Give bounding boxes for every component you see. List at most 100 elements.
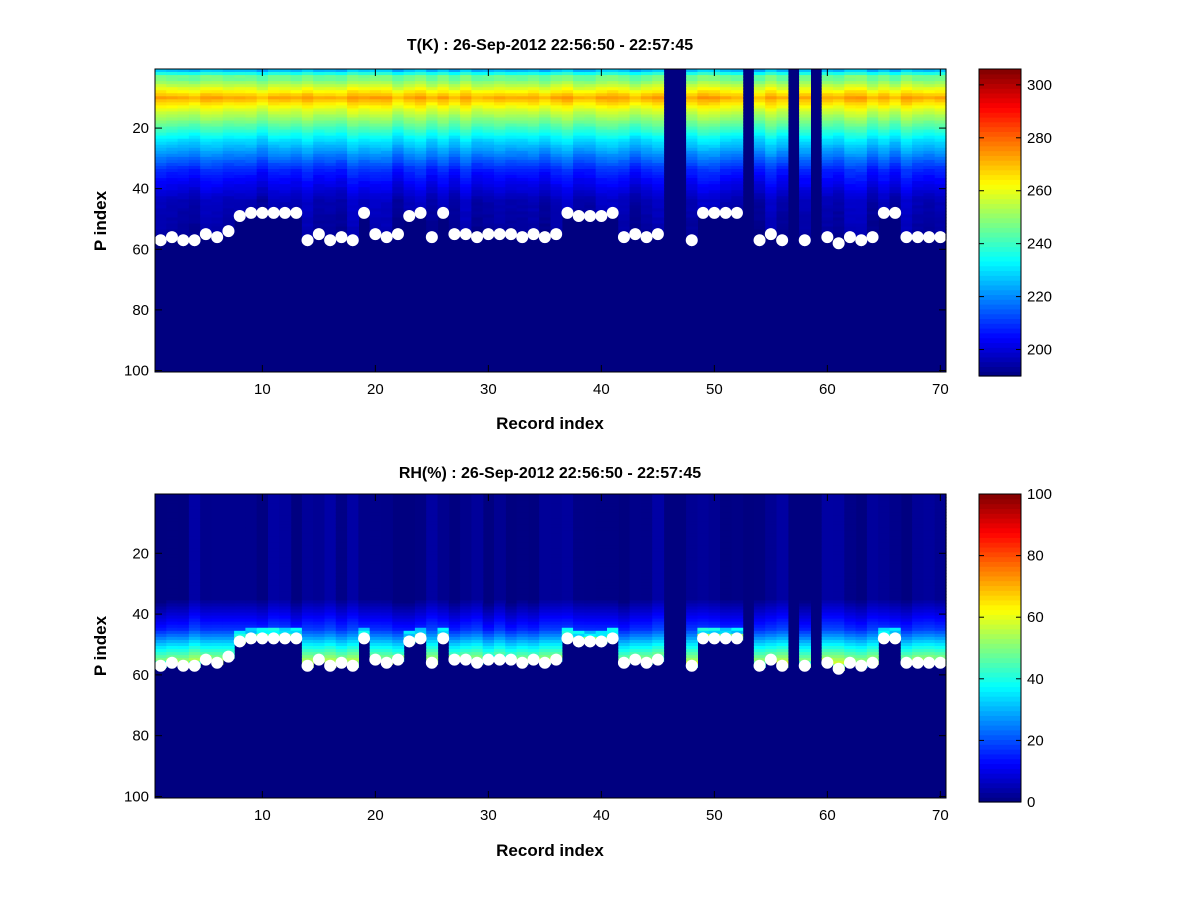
humidity-cell [200, 542, 213, 547]
temperature-cell [381, 147, 393, 152]
temperature-cell [494, 162, 506, 167]
humidity-cell [381, 603, 393, 608]
humidity-cell [448, 646, 461, 650]
temperature-cell [155, 211, 167, 216]
temperature-surface-marker [154, 234, 167, 247]
humidity-cell [347, 512, 359, 516]
humidity-cell [347, 521, 359, 525]
temperature-cell [166, 141, 179, 146]
humidity-cell [166, 497, 179, 501]
temperature-cell [720, 117, 732, 122]
temperature-cell [573, 96, 585, 100]
temperature-cell [765, 175, 778, 179]
temperature-cell [448, 172, 461, 176]
temperature-cell [866, 72, 879, 76]
temperature-cell [686, 126, 698, 131]
temperature-cell [414, 117, 427, 122]
temperature-cell [347, 193, 359, 197]
temperature-cell [166, 150, 179, 155]
humidity-cell [369, 591, 382, 595]
temperature-cell [234, 165, 246, 170]
humidity-cell [222, 585, 235, 589]
temperature-cell [776, 105, 789, 109]
humidity-cell [188, 646, 201, 650]
humidity-cell [290, 600, 303, 605]
humidity-cell [347, 649, 359, 653]
temperature-cell [776, 102, 789, 106]
temperature-cell [753, 205, 766, 209]
temperature-cell [720, 81, 732, 85]
humidity-cell [301, 506, 314, 510]
humidity-cell [381, 570, 393, 574]
temperature-cell [833, 117, 845, 122]
temperature-cell [516, 159, 529, 164]
temperature-cell [324, 78, 337, 82]
humidity-cell [200, 582, 213, 586]
temperature-cell [494, 84, 506, 88]
humidity-cell [222, 560, 235, 565]
temperature-cell [448, 196, 461, 200]
humidity-cell [166, 566, 179, 571]
temperature-cell [279, 135, 292, 140]
temperature-cell [753, 190, 766, 194]
temperature-cell [392, 72, 405, 76]
temperature-cell [889, 120, 902, 125]
temperature-colorbar-segment [979, 260, 1021, 267]
temperature-cell [426, 199, 439, 203]
temperature-cell [640, 159, 653, 164]
temperature-cell [494, 75, 506, 79]
humidity-cell [166, 554, 179, 559]
humidity-cell [155, 642, 167, 647]
humidity-cell [426, 566, 439, 571]
temperature-cell [279, 84, 292, 88]
temperature-cell [765, 165, 778, 170]
humidity-cell [177, 646, 190, 650]
temperature-cell [776, 184, 789, 188]
temperature-cell [878, 102, 891, 106]
humidity-cell [211, 542, 224, 547]
temperature-cell [290, 84, 303, 88]
temperature-cell [833, 111, 845, 116]
temperature-x-tick-label: 40 [593, 381, 610, 398]
temperature-cell [527, 223, 540, 228]
humidity-cell [268, 566, 280, 571]
temperature-cell [573, 132, 585, 137]
humidity-cell [369, 594, 382, 598]
humidity-cell [381, 609, 393, 614]
temperature-cell [426, 117, 439, 122]
temperature-cell [934, 199, 947, 203]
humidity-cell [403, 627, 416, 632]
temperature-cell [313, 117, 326, 122]
temperature-cell [821, 193, 834, 197]
temperature-cell [629, 99, 642, 103]
humidity-cell [414, 521, 427, 525]
temperature-cell [324, 153, 337, 158]
temperature-cell [640, 220, 653, 225]
temperature-cell [335, 168, 348, 173]
temperature-cell [301, 175, 314, 179]
temperature-surface-marker [595, 209, 608, 222]
temperature-cell [640, 175, 653, 179]
humidity-cell [268, 570, 280, 574]
temperature-cell [426, 135, 439, 140]
temperature-cell [222, 168, 235, 173]
temperature-cell [720, 181, 732, 185]
temperature-cell [234, 168, 246, 173]
humidity-cell [437, 527, 450, 532]
temperature-cell [934, 135, 947, 140]
temperature-cell [912, 108, 924, 113]
temperature-cell [347, 93, 359, 97]
temperature-cell [392, 223, 405, 228]
temperature-cell [448, 181, 461, 185]
temperature-cell [912, 78, 924, 82]
temperature-cell [211, 132, 224, 137]
temperature-cell [889, 162, 902, 167]
temperature-cell [561, 75, 574, 79]
temperature-cell [550, 123, 563, 128]
humidity-cell [381, 557, 393, 562]
temperature-cell [708, 96, 721, 100]
humidity-cell [268, 618, 280, 623]
temperature-cell [629, 114, 642, 119]
humidity-cell [358, 600, 371, 605]
temperature-cell [460, 105, 472, 109]
